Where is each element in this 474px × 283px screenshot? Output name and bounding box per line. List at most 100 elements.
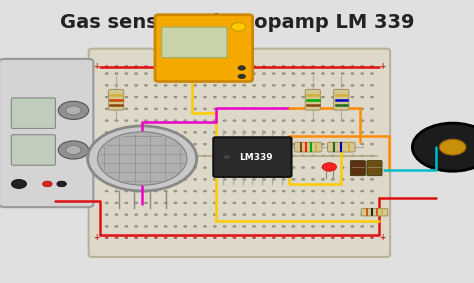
Circle shape [331, 96, 335, 98]
Circle shape [321, 190, 325, 192]
Circle shape [243, 190, 246, 192]
Circle shape [331, 155, 335, 157]
Circle shape [144, 225, 147, 228]
Circle shape [341, 190, 344, 192]
Circle shape [331, 202, 335, 204]
Circle shape [351, 143, 354, 145]
Circle shape [223, 143, 226, 145]
Circle shape [174, 143, 177, 145]
Circle shape [183, 96, 187, 98]
Circle shape [174, 120, 177, 122]
Circle shape [321, 214, 325, 216]
Circle shape [193, 96, 197, 98]
Circle shape [331, 143, 335, 145]
Circle shape [311, 143, 315, 145]
Circle shape [301, 214, 305, 216]
Circle shape [243, 84, 246, 86]
Text: +: + [93, 62, 100, 71]
Circle shape [193, 131, 197, 133]
Circle shape [361, 214, 364, 216]
Circle shape [301, 108, 305, 110]
Circle shape [203, 84, 207, 86]
Circle shape [351, 108, 354, 110]
Circle shape [292, 202, 295, 204]
Circle shape [164, 202, 167, 204]
Circle shape [341, 66, 344, 68]
Circle shape [361, 131, 364, 133]
Circle shape [174, 167, 177, 169]
Circle shape [125, 214, 128, 216]
Circle shape [341, 84, 344, 86]
Circle shape [331, 178, 335, 180]
FancyBboxPatch shape [89, 49, 390, 257]
Circle shape [272, 214, 275, 216]
Circle shape [233, 73, 236, 75]
Circle shape [331, 225, 335, 228]
Circle shape [361, 96, 364, 98]
Circle shape [213, 225, 217, 228]
Circle shape [193, 237, 197, 239]
FancyBboxPatch shape [0, 59, 93, 207]
Circle shape [321, 167, 325, 169]
Circle shape [272, 225, 275, 228]
Circle shape [322, 163, 337, 171]
Circle shape [321, 66, 325, 68]
Circle shape [311, 178, 315, 180]
FancyBboxPatch shape [350, 160, 365, 176]
Circle shape [341, 237, 344, 239]
Circle shape [282, 120, 285, 122]
FancyBboxPatch shape [162, 27, 227, 58]
Circle shape [292, 108, 295, 110]
Circle shape [282, 131, 285, 133]
Circle shape [233, 237, 236, 239]
Circle shape [361, 167, 364, 169]
Circle shape [243, 120, 246, 122]
Circle shape [183, 237, 187, 239]
Circle shape [115, 66, 118, 68]
Circle shape [301, 66, 305, 68]
Circle shape [243, 108, 246, 110]
Circle shape [105, 155, 108, 157]
Text: LM339: LM339 [239, 153, 273, 162]
Circle shape [282, 73, 285, 75]
Circle shape [213, 190, 217, 192]
Circle shape [154, 178, 157, 180]
Circle shape [174, 214, 177, 216]
Circle shape [371, 202, 374, 204]
Circle shape [282, 96, 285, 98]
Circle shape [292, 225, 295, 228]
Circle shape [183, 131, 187, 133]
Circle shape [292, 120, 295, 122]
Circle shape [233, 167, 236, 169]
Circle shape [272, 131, 275, 133]
Circle shape [223, 131, 226, 133]
Circle shape [183, 225, 187, 228]
Circle shape [164, 214, 167, 216]
Circle shape [135, 143, 138, 145]
Circle shape [154, 131, 157, 133]
Circle shape [351, 131, 354, 133]
Circle shape [154, 143, 157, 145]
Circle shape [88, 126, 197, 191]
Circle shape [233, 225, 236, 228]
Circle shape [135, 190, 138, 192]
Circle shape [174, 73, 177, 75]
Circle shape [193, 178, 197, 180]
Circle shape [282, 190, 285, 192]
Circle shape [311, 120, 315, 122]
Circle shape [183, 108, 187, 110]
Circle shape [193, 143, 197, 145]
Circle shape [144, 202, 147, 204]
Circle shape [351, 84, 354, 86]
Circle shape [125, 190, 128, 192]
Circle shape [164, 225, 167, 228]
Circle shape [253, 202, 256, 204]
Circle shape [98, 132, 187, 185]
Circle shape [174, 66, 177, 68]
Circle shape [115, 84, 118, 86]
Circle shape [135, 66, 138, 68]
Circle shape [311, 225, 315, 228]
Circle shape [105, 225, 108, 228]
Circle shape [135, 178, 138, 180]
Circle shape [223, 108, 226, 110]
